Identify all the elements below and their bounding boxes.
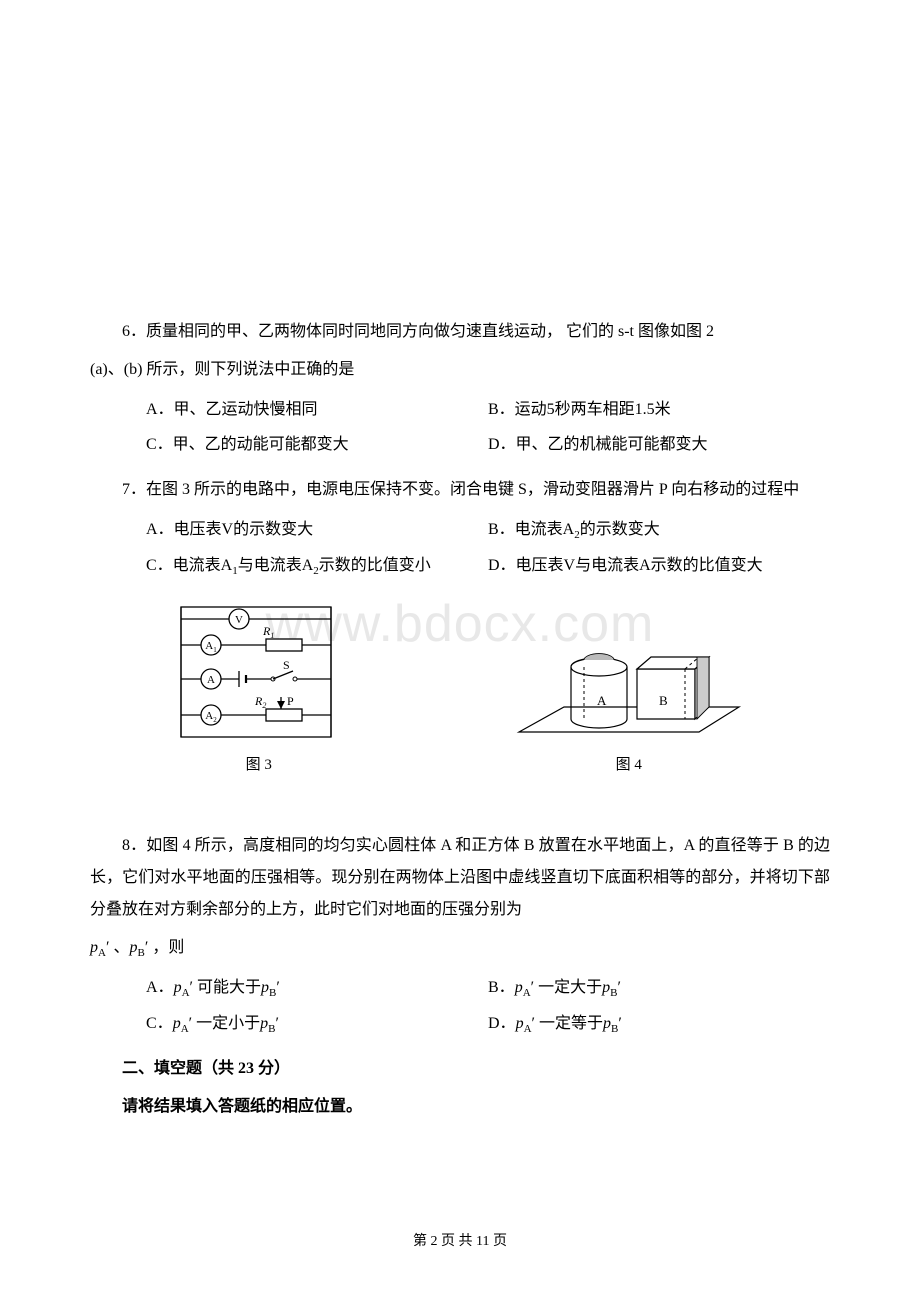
q8-opt-b: B．pA′ 一定大于pB′: [488, 970, 830, 1005]
svg-text:V: V: [235, 614, 243, 626]
q7-opt-a: A．电压表V的示数变大: [146, 512, 488, 547]
svg-text:A: A: [597, 693, 607, 708]
q7-options: A．电压表V的示数变大 B．电流表A2的示数变大 C．电流表A1与电流表A2示数…: [90, 512, 830, 583]
q8-opt-c: C．pA′ 一定小于pB′: [146, 1006, 488, 1041]
figure-4: A B 图 4: [509, 627, 749, 774]
q8-stem-tail: pA′ 、pB′ ，则: [90, 932, 830, 964]
q6-stem-1: 6．质量相同的甲、乙两物体同时同地同方向做匀速直线运动， 它们的 s-t 图像如…: [90, 316, 830, 348]
q6-stem-2: (a)、(b) 所示，则下列说法中正确的是: [90, 354, 830, 386]
fig3-caption: 图 3: [246, 753, 272, 774]
q8-stem: 8．如图 4 所示，高度相同的均匀实心圆柱体 A 和正方体 B 放置在水平地面上…: [90, 830, 830, 926]
fig4-caption: 图 4: [616, 753, 642, 774]
svg-text:R2: R2: [254, 694, 266, 710]
q7-opt-c: C．电流表A1与电流表A2示数的比值变小: [146, 548, 488, 583]
svg-text:S: S: [283, 658, 290, 672]
q6-opt-b: B．运动5秒两车相距1.5米: [488, 392, 830, 427]
page-footer: 第 2 页 共 11 页: [0, 1230, 920, 1250]
svg-text:R1: R1: [262, 624, 274, 640]
figure-3: V A1 R1 A: [171, 597, 346, 774]
q6-opt-a: A．甲、乙运动快慢相同: [146, 392, 488, 427]
section-2-title: 二、填空题（共 23 分）: [90, 1053, 830, 1085]
figures-row: V A1 R1 A: [90, 597, 830, 774]
q6-options: A．甲、乙运动快慢相同 B．运动5秒两车相距1.5米 C．甲、乙的动能可能都变大…: [90, 392, 830, 462]
q8-opt-d: D．pA′ 一定等于pB′: [488, 1006, 830, 1041]
q8-opt-a: A．pA′ 可能大于pB′: [146, 970, 488, 1005]
svg-text:P: P: [287, 694, 294, 708]
q7-opt-b: B．电流表A2的示数变大: [488, 512, 830, 547]
q7-stem: 7．在图 3 所示的电路中，电源电压保持不变。闭合电键 S，滑动变阻器滑片 P …: [90, 474, 830, 506]
solids-diagram-icon: A B: [509, 627, 749, 747]
q7-opt-d: D．电压表V与电流表A示数的比值变大: [488, 548, 830, 583]
svg-text:B: B: [659, 693, 668, 708]
q6-opt-d: D．甲、乙的机械能可能都变大: [488, 427, 830, 462]
section-2-subtitle: 请将结果填入答题纸的相应位置。: [90, 1091, 830, 1123]
q8-options: A．pA′ 可能大于pB′ B．pA′ 一定大于pB′ C．pA′ 一定小于pB…: [90, 970, 830, 1041]
svg-text:A: A: [207, 674, 215, 686]
q6-opt-c: C．甲、乙的动能可能都变大: [146, 427, 488, 462]
circuit-diagram-icon: V A1 R1 A: [171, 597, 346, 747]
